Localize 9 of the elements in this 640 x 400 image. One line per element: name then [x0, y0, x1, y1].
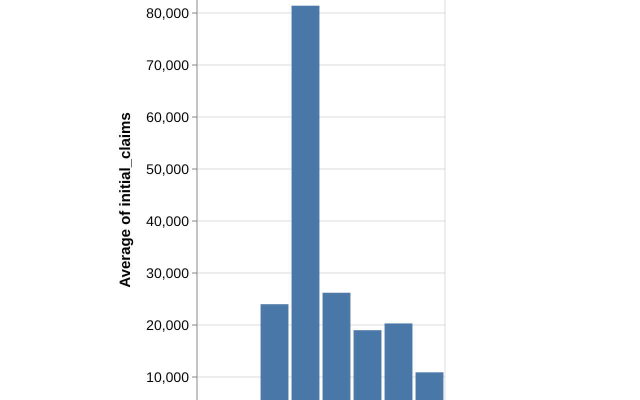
- y-tick-label: 50,000: [146, 160, 190, 177]
- y-axis-title: Average of initial_claims: [117, 112, 134, 288]
- y-tick-label: 80,000: [146, 4, 190, 21]
- y-tick-label: 40,000: [146, 212, 190, 229]
- y-tick-label: 60,000: [146, 108, 190, 125]
- y-tick-label: 70,000: [146, 56, 190, 73]
- y-tick-label: 10,000: [146, 368, 190, 385]
- y-tick-label: 20,000: [146, 316, 190, 333]
- y-tick-label: 30,000: [146, 264, 190, 281]
